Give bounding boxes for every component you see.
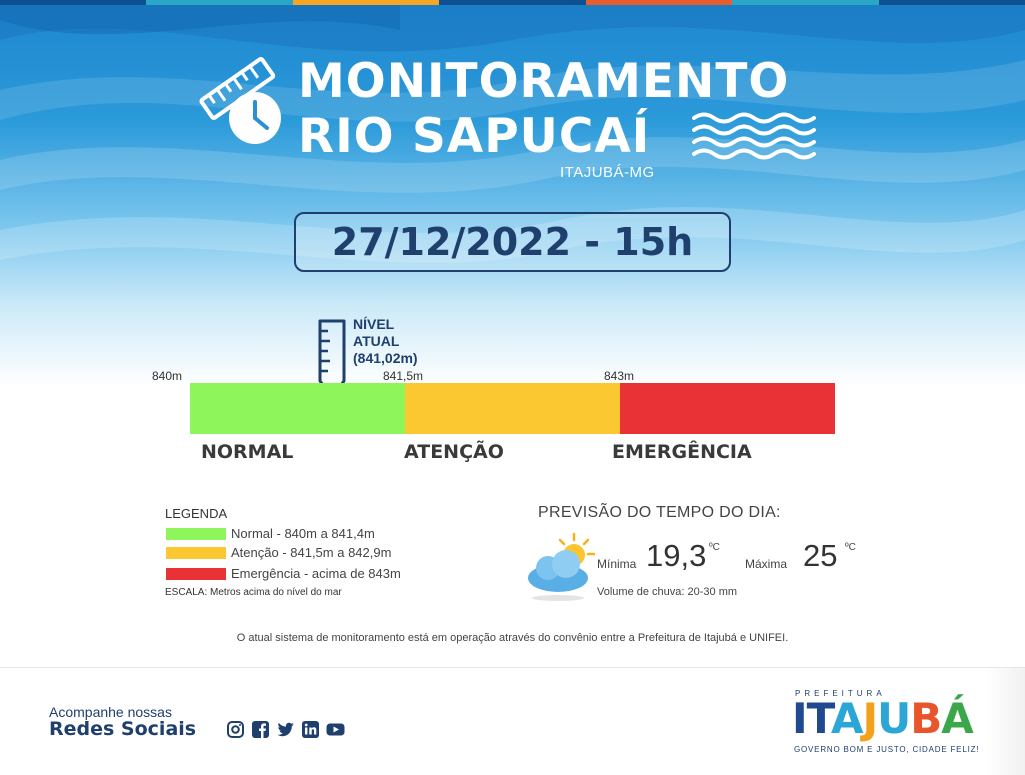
legend-swatch-red (166, 567, 226, 580)
wave-background (0, 0, 1025, 263)
instagram-icon[interactable] (226, 720, 245, 739)
level-label-value: (841,02m) (353, 350, 418, 366)
legend-item-normal: Normal - 840m a 841,4m (166, 526, 375, 541)
status-normal: NORMAL (201, 441, 294, 463)
twitter-icon[interactable] (276, 720, 295, 739)
scale-min-label: 840m (152, 369, 183, 383)
poster-main: MONITORAMENTO RIO SAPUCAÍ ITAJUBÁ-MG 27/… (0, 0, 1025, 667)
logo-itajuba: ITAJUBÁ (792, 694, 974, 743)
agreement-note: O atual sistema de monitoramento está em… (236, 632, 789, 644)
min-temp-unit: ºC (709, 542, 720, 553)
ruler-clock-icon (199, 57, 281, 144)
top-color-stripe (0, 0, 1025, 5)
forecast-title: PREVISÃO DO TEMPO DO DIA: (538, 504, 781, 521)
max-temp-label: Máxima (745, 557, 788, 571)
youtube-icon[interactable] (326, 720, 345, 739)
scale-high-label: 843m (604, 369, 635, 383)
current-level-label: NÍVEL ATUAL (841,02m) (353, 316, 418, 367)
social-title: Redes Sociais (49, 718, 197, 740)
level-label-line2: ATUAL (353, 333, 400, 349)
legend-text: Atenção - 841,5m a 842,9m (231, 545, 392, 560)
title-line1: MONITORAMENTO (298, 54, 790, 109)
partly-cloudy-icon (528, 532, 596, 601)
social-icons (226, 720, 345, 739)
scale-note: ESCALA: Metros acima do nível do mar (165, 587, 342, 598)
level-scale-bar (190, 383, 835, 434)
legend-text: Normal - 840m a 841,4m (231, 526, 375, 541)
date-time-box: 27/12/2022 - 15h (294, 212, 731, 272)
footer-edge (985, 668, 1025, 775)
min-temp-label: Mínima (597, 557, 637, 571)
legend-text: Emergência - acima de 843m (231, 566, 401, 581)
legend-title: LEGENDA (165, 506, 228, 521)
rain-volume: Volume de chuva: 20-30 mm (597, 586, 738, 598)
river-waves-icon (692, 112, 816, 160)
logo-prefeitura: PREFEITURA (795, 689, 886, 698)
legend-swatch-green (166, 527, 226, 540)
legend-item-attention: Atenção - 841,5m a 842,9m (166, 545, 391, 560)
max-temp-value: 25 (803, 538, 838, 573)
level-label-line1: NÍVEL (353, 316, 395, 332)
follow-text: Acompanhe nossas (49, 704, 172, 720)
linkedin-icon[interactable] (301, 720, 320, 739)
emergency-segment (620, 383, 835, 434)
normal-segment (190, 383, 405, 434)
title-line2: RIO SAPUCAÍ (298, 109, 651, 164)
min-temp-value: 19,3 (646, 538, 707, 573)
legend-swatch-yellow (166, 546, 226, 559)
facebook-icon[interactable] (251, 720, 270, 739)
legend-item-emergency: Emergência - acima de 843m (166, 566, 401, 581)
city-label: ITAJUBÁ-MG (560, 164, 655, 181)
footer-bar: Acompanhe nossas Redes Sociais PREFEITUR… (0, 667, 1025, 775)
scale-mid-label: 841,5m (383, 369, 424, 383)
status-attention: ATENÇÃO (404, 441, 504, 463)
logo-slogan: GOVERNO BOM E JUSTO, CIDADE FELIZ! (794, 745, 980, 754)
max-temp-unit: ºC (845, 542, 856, 553)
status-emergency: EMERGÊNCIA (612, 441, 752, 463)
attention-segment (405, 383, 620, 434)
